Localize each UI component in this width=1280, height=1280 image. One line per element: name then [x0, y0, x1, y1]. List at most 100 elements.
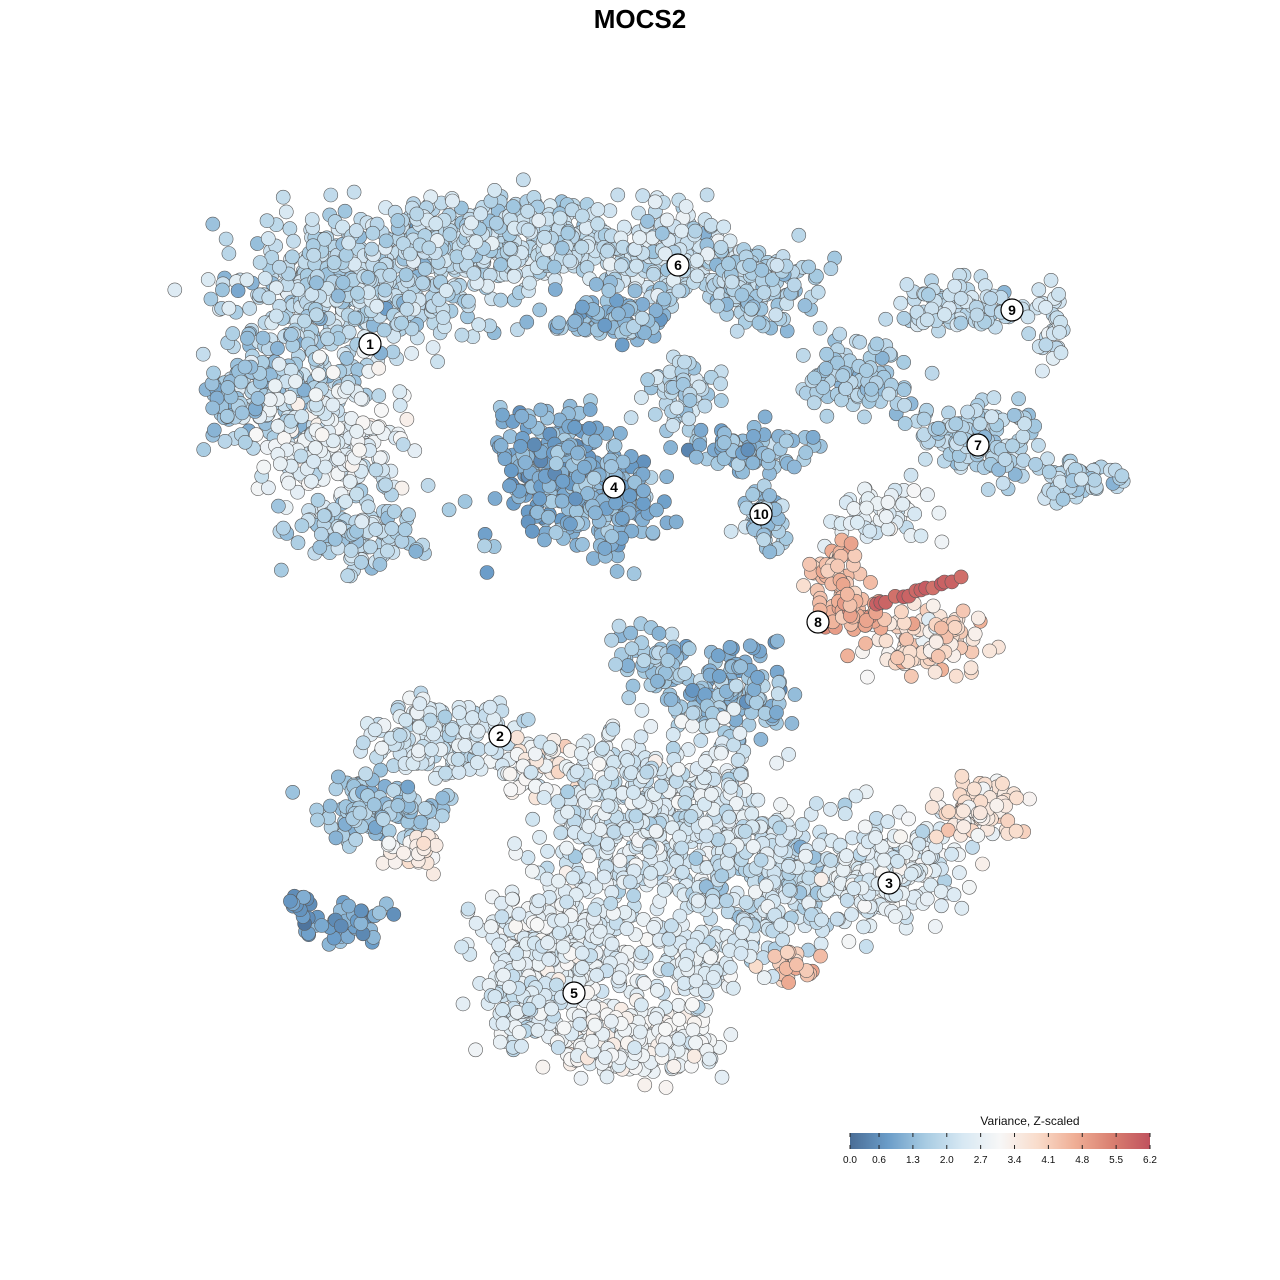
data-point [252, 255, 268, 270]
data-point [619, 921, 635, 937]
data-point [352, 442, 367, 458]
data-point [380, 543, 395, 559]
data-point [997, 452, 1013, 467]
data-point [843, 536, 859, 551]
data-point [372, 557, 388, 572]
data-point [963, 660, 979, 676]
data-point [797, 298, 813, 313]
data-point [1114, 468, 1130, 484]
data-point [310, 492, 326, 508]
data-point [669, 400, 685, 416]
data-point [626, 785, 641, 800]
data-point [392, 398, 408, 413]
data-point [421, 240, 437, 256]
data-point [325, 433, 341, 449]
data-point [520, 204, 536, 219]
data-point [487, 491, 503, 506]
data-point [1022, 791, 1037, 807]
data-point [789, 957, 804, 972]
data-point [438, 765, 453, 781]
data-point [551, 315, 567, 331]
data-point [813, 948, 828, 964]
data-point [890, 650, 905, 666]
data-point [401, 507, 416, 523]
data-point [769, 705, 784, 720]
data-point [862, 523, 878, 539]
data-point [669, 774, 684, 789]
data-point [239, 272, 255, 288]
data-point [946, 887, 962, 903]
data-point [903, 467, 919, 483]
data-point [369, 298, 385, 314]
data-point [982, 643, 997, 659]
data-point [927, 919, 943, 934]
data-point [839, 848, 854, 864]
data-point [352, 805, 368, 821]
data-point [713, 376, 728, 392]
data-point [1074, 471, 1089, 487]
data-point [953, 430, 968, 446]
data-point [966, 781, 982, 797]
data-point [416, 836, 432, 851]
data-point [685, 683, 700, 698]
data-point [411, 719, 427, 735]
data-point [906, 483, 922, 498]
data-point [525, 811, 541, 827]
data-point [220, 380, 236, 395]
data-point [995, 475, 1011, 491]
data-point [242, 301, 257, 316]
data-point [437, 709, 453, 725]
data-point [203, 291, 219, 307]
data-point [770, 686, 786, 702]
data-point [864, 381, 879, 397]
data-point [233, 374, 249, 390]
data-point [839, 586, 855, 602]
data-point [608, 657, 623, 672]
data-point [533, 402, 549, 418]
data-point [847, 548, 863, 564]
data-point [961, 879, 977, 895]
data-point [234, 405, 250, 421]
data-point [505, 199, 521, 214]
data-point [471, 317, 487, 333]
data-point [262, 392, 278, 408]
data-point [721, 809, 737, 825]
data-point [948, 668, 964, 684]
data-point [668, 514, 684, 530]
data-point [798, 445, 814, 460]
data-point [455, 996, 471, 1012]
data-point [612, 853, 628, 868]
data-point [532, 302, 548, 318]
data-point [663, 692, 679, 707]
data-point [852, 334, 868, 350]
data-point [601, 283, 617, 298]
data-point [519, 314, 535, 330]
data-point [288, 374, 303, 389]
data-point [613, 258, 629, 274]
data-point [1028, 457, 1043, 472]
data-point [933, 884, 949, 899]
data-point [297, 313, 312, 329]
data-point [347, 310, 363, 326]
data-point [750, 792, 766, 808]
data-point [1038, 300, 1053, 315]
data-point [692, 437, 708, 453]
data-point [376, 322, 392, 338]
data-point [724, 274, 740, 290]
data-point [921, 287, 936, 303]
data-point [325, 397, 341, 413]
data-point [250, 390, 266, 406]
data-point [622, 874, 638, 890]
data-point [880, 814, 896, 830]
data-point [775, 932, 790, 948]
data-point [636, 483, 651, 499]
data-point [574, 208, 590, 224]
data-point [675, 864, 690, 880]
data-point [899, 277, 915, 292]
data-point [590, 202, 606, 217]
data-point [451, 764, 467, 780]
data-point [304, 212, 320, 227]
data-point [358, 766, 373, 782]
data-point [532, 829, 547, 845]
data-point [560, 784, 576, 800]
